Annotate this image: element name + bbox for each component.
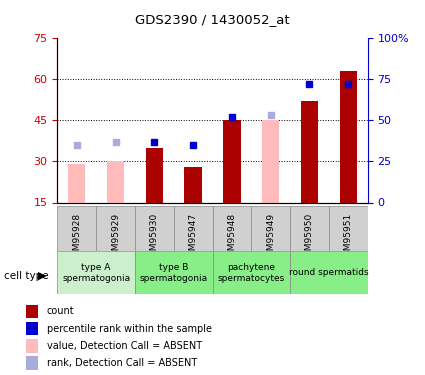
Text: cell type: cell type (4, 271, 49, 280)
Bar (96, 206, 135, 251)
Text: GSM95951: GSM95951 (344, 213, 353, 262)
Bar (262, 120, 279, 202)
Bar (290, 206, 329, 251)
Bar (184, 167, 202, 202)
Text: value, Detection Call = ABSENT: value, Detection Call = ABSENT (47, 341, 202, 351)
Bar (26, 322, 38, 335)
Text: GSM95928: GSM95928 (72, 213, 81, 262)
Bar (26, 339, 38, 352)
Bar (223, 120, 241, 202)
Bar (57, 251, 135, 294)
Bar (212, 206, 251, 251)
Text: GSM95947: GSM95947 (189, 213, 198, 262)
Text: GSM95949: GSM95949 (266, 213, 275, 262)
Text: rank, Detection Call = ABSENT: rank, Detection Call = ABSENT (47, 358, 197, 368)
Text: count: count (47, 306, 74, 316)
Bar (290, 251, 368, 294)
Bar (146, 147, 163, 202)
Text: pachytene
spermatocytes: pachytene spermatocytes (218, 263, 285, 283)
Text: GSM95950: GSM95950 (305, 213, 314, 262)
Bar (329, 206, 368, 251)
Bar (107, 161, 124, 202)
Text: round spermatids: round spermatids (289, 268, 368, 278)
Text: type A
spermatogonia: type A spermatogonia (62, 263, 130, 283)
Bar (26, 304, 38, 318)
Text: GDS2390 / 1430052_at: GDS2390 / 1430052_at (135, 13, 290, 26)
Bar (26, 356, 38, 370)
Bar (135, 206, 174, 251)
Text: GSM95929: GSM95929 (111, 213, 120, 262)
Bar (251, 206, 290, 251)
Bar (174, 206, 212, 251)
Bar (340, 70, 357, 202)
Bar (57, 206, 96, 251)
Bar (68, 164, 85, 202)
Text: type B
spermatogonia: type B spermatogonia (140, 263, 208, 283)
Bar (301, 101, 318, 202)
Bar (135, 251, 212, 294)
Text: percentile rank within the sample: percentile rank within the sample (47, 324, 212, 333)
Text: ▶: ▶ (38, 271, 47, 280)
Text: GSM95930: GSM95930 (150, 213, 159, 262)
Bar (212, 251, 290, 294)
Text: GSM95948: GSM95948 (227, 213, 236, 262)
